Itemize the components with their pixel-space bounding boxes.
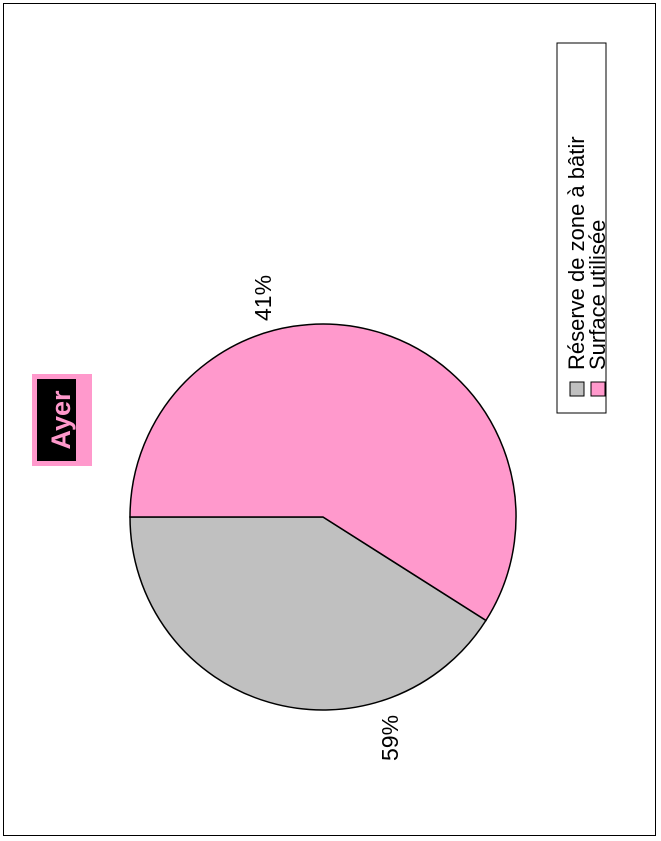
- legend-label-surface: Surface utilisée: [585, 220, 610, 370]
- chart-title-group: Ayer: [32, 374, 92, 466]
- pie-slice-surface: [129, 323, 517, 622]
- pie-slice-reserve: [129, 516, 487, 711]
- legend-label-reserve: Réserve de zone à bâtir: [564, 136, 589, 370]
- legend-swatch-reserve: [569, 381, 585, 397]
- pie-slices: [129, 323, 517, 711]
- slice-label-surface: 59%: [377, 715, 403, 761]
- chart-frame: [3, 3, 656, 836]
- slice-label-reserve: 41%: [250, 275, 276, 321]
- legend-box: [556, 42, 607, 414]
- legend: Réserve de zone à bâtir Surface utilisée: [556, 42, 610, 414]
- chart-title: Ayer: [46, 390, 76, 450]
- chart-title-box: [37, 379, 76, 461]
- legend-swatch-surface: [590, 381, 606, 397]
